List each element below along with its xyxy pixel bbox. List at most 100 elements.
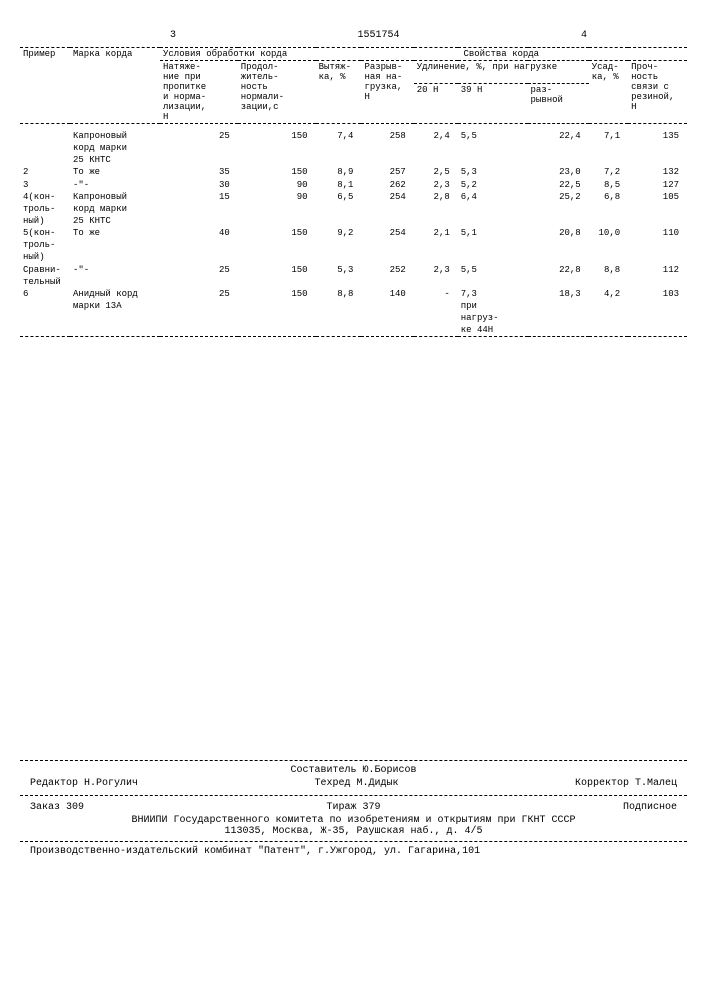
cell-u39: 5,3 — [458, 166, 528, 178]
cell-marka: -"- — [70, 179, 160, 191]
col-usloviya: Условия обработки корда — [160, 48, 316, 61]
col-vytyazh: Вытяж- ка, % — [316, 61, 362, 124]
cell-marka: Анидный корд марки 13А — [70, 288, 160, 337]
cell-marka: Капроновый корд марки 25 КНТС — [70, 130, 160, 166]
cell-u20: - — [414, 288, 458, 337]
cell-ur: 22,4 — [528, 130, 589, 166]
cell-p: 150 — [238, 227, 316, 263]
col-svoistva: Свойства корда — [316, 48, 687, 61]
table-row: 2То же351508,92572,55,323,07,2132 — [20, 166, 687, 178]
cell-u39: 6,4 — [458, 191, 528, 227]
cell-u39: 5,1 — [458, 227, 528, 263]
cell-primer: 5(кон- троль- ный) — [20, 227, 70, 263]
cell-u20: 2,5 — [414, 166, 458, 178]
col-natyazh: Натяже- ние при пропитке и норма- лизаци… — [160, 61, 238, 124]
footer-tirazh: Тираж 379 — [326, 802, 380, 813]
cell-n: 25 — [160, 288, 238, 337]
cell-us: 4,2 — [589, 288, 628, 337]
cell-n: 25 — [160, 130, 238, 166]
cell-p: 150 — [238, 166, 316, 178]
cell-p: 90 — [238, 179, 316, 191]
cell-u20: 2,3 — [414, 264, 458, 288]
cell-primer: 4(кон- троль- ный) — [20, 191, 70, 227]
col-usadka: Усад- ка, % — [589, 61, 628, 124]
cell-v: 5,3 — [316, 264, 362, 288]
table-row: 4(кон- троль- ный)Капроновый корд марки … — [20, 191, 687, 227]
cell-u39: 5,5 — [458, 264, 528, 288]
cell-v: 6,5 — [316, 191, 362, 227]
cell-ur: 25,2 — [528, 191, 589, 227]
cell-r: 257 — [361, 166, 413, 178]
cell-pr: 127 — [628, 179, 687, 191]
cell-p: 150 — [238, 130, 316, 166]
cell-us: 10,0 — [589, 227, 628, 263]
left-page-number: 3 — [170, 30, 176, 41]
cell-us: 7,1 — [589, 130, 628, 166]
cell-v: 9,2 — [316, 227, 362, 263]
col-razryv: Разрыв- ная на- грузка, Н — [361, 61, 413, 124]
col-marka: Марка корда — [70, 48, 160, 124]
cell-n: 35 — [160, 166, 238, 178]
cell-primer: 3 — [20, 179, 70, 191]
footer-sostavitel: Составитель Ю.Борисов — [20, 765, 687, 776]
cell-pr: 105 — [628, 191, 687, 227]
cell-u20: 2,1 — [414, 227, 458, 263]
footer-korrektor: Корректор Т.Малец — [575, 778, 677, 789]
footer-zakaz: Заказ 309 — [30, 802, 84, 813]
cell-u39: 5,2 — [458, 179, 528, 191]
cell-r: 252 — [361, 264, 413, 288]
table-row: Капроновый корд марки 25 КНТС251507,4258… — [20, 130, 687, 166]
cell-n: 15 — [160, 191, 238, 227]
cell-p: 90 — [238, 191, 316, 227]
cell-primer: 2 — [20, 166, 70, 178]
table-row: 5(кон- троль- ный)То же401509,22542,15,1… — [20, 227, 687, 263]
cell-us: 6,8 — [589, 191, 628, 227]
cell-ur: 23,0 — [528, 166, 589, 178]
footer-org2: 113035, Москва, Ж-35, Раушская наб., д. … — [20, 826, 687, 837]
cell-v: 8,8 — [316, 288, 362, 337]
cell-n: 30 — [160, 179, 238, 191]
cell-ur: 22,5 — [528, 179, 589, 191]
cell-r: 262 — [361, 179, 413, 191]
col-urazr: раз- рывной — [528, 83, 589, 123]
cell-u39: 5,5 — [458, 130, 528, 166]
cell-v: 7,4 — [316, 130, 362, 166]
col-primer: Пример — [20, 48, 70, 124]
cell-r: 254 — [361, 227, 413, 263]
cell-marka: То же — [70, 227, 160, 263]
cell-primer — [20, 130, 70, 166]
col-udlin: Удлинение, %, при нагрузке — [414, 61, 589, 84]
table-row: 3-"-30908,12622,35,222,58,5127 — [20, 179, 687, 191]
table-row: 6Анидный корд марки 13А251508,8140-7,3 п… — [20, 288, 687, 337]
cell-ur: 22,8 — [528, 264, 589, 288]
cell-pr: 112 — [628, 264, 687, 288]
col-u39: 39 Н — [458, 83, 528, 123]
cell-v: 8,9 — [316, 166, 362, 178]
cell-ur: 20,8 — [528, 227, 589, 263]
col-proch: Проч- ность связи с резиной, Н — [628, 61, 687, 124]
cell-u20: 2,8 — [414, 191, 458, 227]
table-row: Сравни- тельный-"-251505,32522,35,522,88… — [20, 264, 687, 288]
cell-us: 8,8 — [589, 264, 628, 288]
cell-n: 40 — [160, 227, 238, 263]
cell-pr: 132 — [628, 166, 687, 178]
footer-org3: Производственно-издательский комбинат "П… — [20, 846, 687, 857]
cell-v: 8,1 — [316, 179, 362, 191]
cell-r: 258 — [361, 130, 413, 166]
cell-ur: 18,3 — [528, 288, 589, 337]
footer: Составитель Ю.Борисов Редактор Н.Рогулич… — [20, 760, 687, 857]
footer-org1: ВНИИПИ Государственного комитета по изоб… — [20, 815, 687, 826]
cell-p: 150 — [238, 264, 316, 288]
footer-redaktor: Редактор Н.Рогулич — [30, 778, 138, 789]
col-prodolzh: Продол- житель- ность нормали- зации,с — [238, 61, 316, 124]
cell-marka: Капроновый корд марки 25 КНТС — [70, 191, 160, 227]
cell-u20: 2,3 — [414, 179, 458, 191]
cell-us: 8,5 — [589, 179, 628, 191]
right-page-number: 4 — [581, 30, 587, 41]
footer-tehred: Техред М.Дидык — [314, 778, 398, 789]
cell-primer: Сравни- тельный — [20, 264, 70, 288]
cell-pr: 103 — [628, 288, 687, 337]
cell-u39: 7,3 при нагруз- ке 44Н — [458, 288, 528, 337]
cell-pr: 110 — [628, 227, 687, 263]
patent-number: 1551754 — [357, 30, 399, 41]
